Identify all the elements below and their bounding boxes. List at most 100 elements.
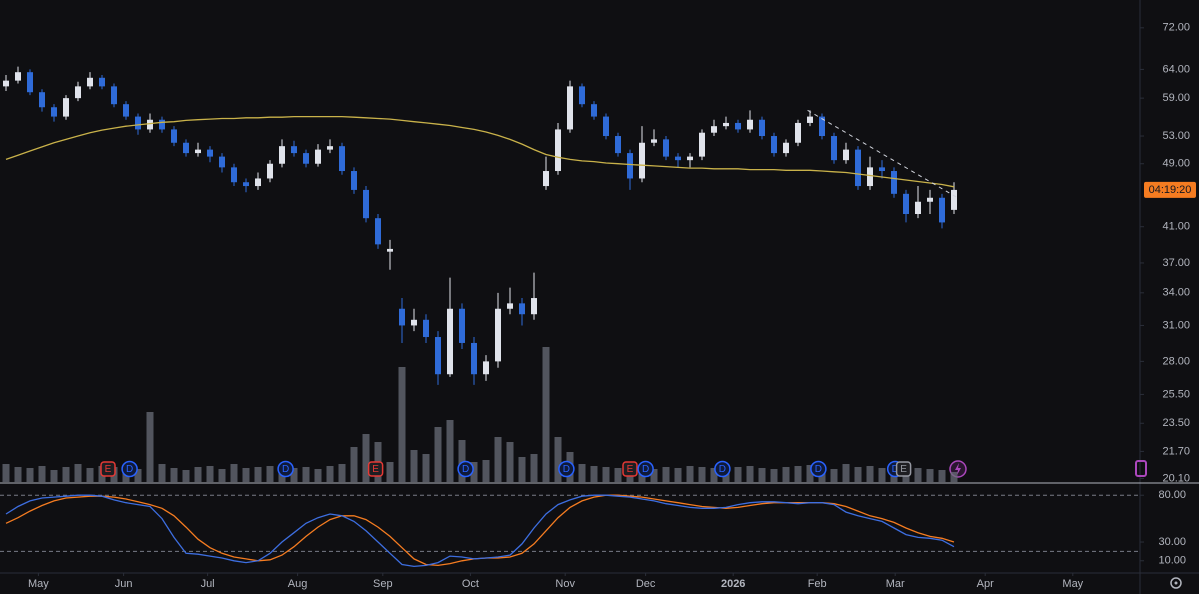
candle-body	[831, 136, 837, 161]
candle-body	[411, 319, 417, 326]
countdown-tag	[1144, 181, 1196, 198]
volume-bar	[914, 468, 922, 482]
candle-body	[63, 98, 69, 117]
volume-bar	[602, 467, 610, 482]
volume-bar	[650, 469, 658, 482]
earnings-marker	[622, 461, 638, 477]
volume-bar	[206, 466, 214, 482]
volume-bar	[386, 462, 394, 482]
volume-bar	[134, 469, 142, 482]
candle-body	[207, 149, 213, 157]
countdown-label: 04:19:20	[1149, 184, 1192, 196]
x-tick-label: Mar	[886, 578, 905, 590]
volume-bar	[770, 469, 778, 482]
candle-body	[339, 146, 345, 172]
dividend-marker	[637, 460, 654, 478]
candle-body	[843, 149, 849, 161]
y-tick-label: 28.00	[1162, 355, 1190, 367]
volume-bar	[854, 467, 862, 482]
event-label: D	[563, 464, 570, 475]
volume-bar	[782, 467, 790, 482]
volume-bar	[494, 437, 502, 482]
volume-bar	[62, 467, 70, 482]
volume-bar	[194, 467, 202, 482]
candle-body	[495, 308, 501, 362]
volume-bar	[554, 437, 562, 482]
candle-body	[51, 107, 57, 117]
candle-body	[3, 80, 9, 87]
candle-body	[147, 119, 153, 130]
settings-icon[interactable]	[1170, 577, 1182, 589]
volume-bar	[266, 466, 274, 482]
candle-body	[543, 171, 549, 187]
candle-body	[351, 171, 357, 190]
oscillator-tick-label: 80.00	[1158, 489, 1186, 501]
volume-bar	[758, 468, 766, 482]
candle-body	[567, 86, 573, 130]
oscillator-line	[5, 494, 955, 568]
volume-bar	[314, 469, 322, 482]
candle-body	[423, 319, 429, 338]
candle-body	[255, 178, 261, 187]
side-icon[interactable]	[1135, 460, 1147, 477]
event-label: E	[900, 464, 907, 475]
candle-body	[399, 308, 405, 326]
dividend-marker	[457, 460, 474, 478]
candle-body	[855, 149, 861, 187]
volume-bar	[422, 454, 430, 482]
candle-body	[615, 136, 621, 154]
candle-body	[195, 149, 201, 154]
candle-body	[111, 86, 117, 105]
candle-body	[915, 201, 921, 215]
volume-bar	[686, 466, 694, 482]
moving-average	[5, 115, 955, 188]
candle-body	[183, 142, 189, 154]
candle-body	[243, 182, 249, 187]
earnings-marker	[367, 461, 384, 477]
candle-body	[735, 122, 741, 130]
volume-bar	[362, 434, 370, 482]
candle-body	[687, 156, 693, 161]
candle-body	[771, 136, 777, 154]
volume-bar	[950, 472, 958, 482]
volume-bar	[794, 466, 802, 482]
event-label: E	[105, 464, 112, 475]
candle-body	[387, 248, 393, 252]
candle-body	[75, 86, 81, 99]
volume-bar	[218, 469, 226, 482]
candle-body	[579, 86, 585, 105]
y-tick-label: 23.50	[1162, 417, 1190, 429]
volume-bar	[590, 466, 598, 482]
trendline	[807, 109, 958, 199]
x-tick-label: Oct	[462, 578, 479, 590]
y-tick-label: 53.00	[1162, 130, 1190, 142]
candle-body	[507, 303, 513, 309]
volume-bar	[338, 464, 346, 482]
candle-body	[591, 104, 597, 117]
volume-bar	[518, 457, 526, 482]
earnings-marker	[895, 461, 912, 477]
candle-body	[483, 361, 489, 375]
volume-bar	[506, 442, 514, 482]
event-label: D	[462, 464, 469, 475]
candle-body	[231, 167, 237, 183]
volume-bar	[254, 467, 262, 482]
volume-bar	[830, 469, 838, 482]
candle-body	[939, 197, 945, 223]
volume-bar	[542, 347, 550, 482]
volume-bar	[674, 468, 682, 482]
candle-body	[315, 149, 321, 164]
y-tick-label: 25.50	[1162, 388, 1190, 400]
volume-bar	[398, 367, 406, 482]
volume-bar	[290, 468, 298, 482]
dividend-marker	[121, 460, 138, 478]
volume-bar	[662, 467, 670, 482]
candle-body	[531, 298, 537, 315]
event-label: D	[282, 464, 289, 475]
candle-body	[819, 116, 825, 137]
volume-bar	[866, 466, 874, 482]
volume-bar	[482, 460, 490, 482]
event-label: D	[642, 464, 649, 475]
y-tick-label: 21.70	[1162, 445, 1190, 457]
